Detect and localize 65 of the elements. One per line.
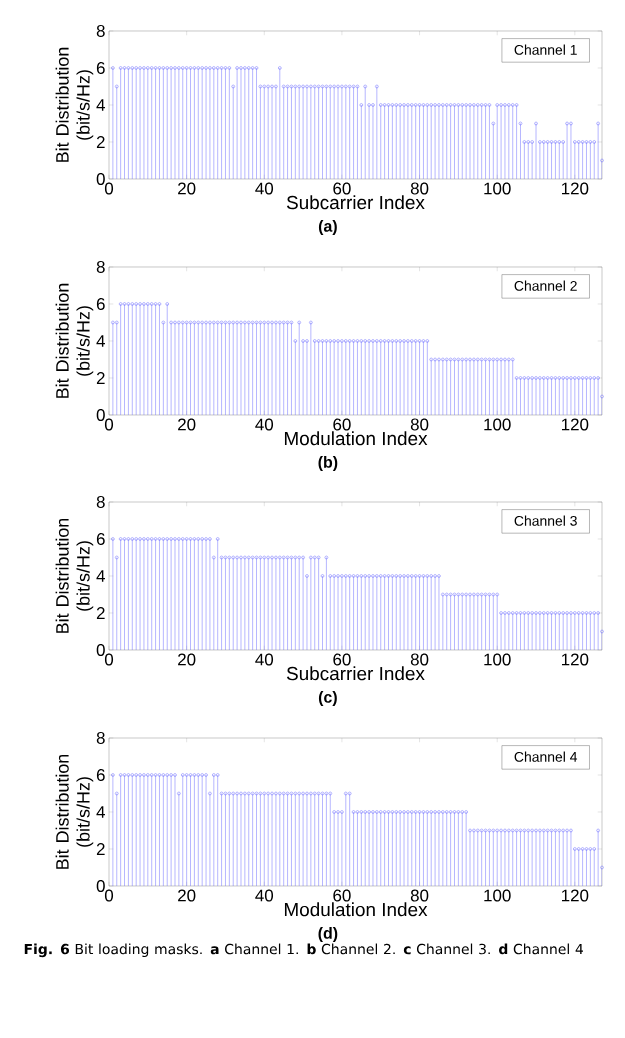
y-tick-label: 4	[96, 99, 105, 111]
x-tick-label: 0	[104, 418, 114, 431]
text: Fig. 6 Bit loading masks. a Channel 1. b Channel 2. c Channel 3. d Channel 4	[24, 943, 583, 958]
text: (d)	[318, 927, 338, 942]
y-tick-label: 2	[96, 607, 105, 619]
x-tick-label: 20	[178, 653, 196, 666]
x-tick-label: 60	[333, 418, 351, 431]
x-tick-label: 40	[255, 653, 274, 666]
text: (b)	[318, 456, 338, 471]
text: Channel 4	[514, 751, 578, 762]
x-tick-label: 80	[410, 653, 429, 666]
y-tick-label: 4	[96, 335, 105, 347]
y-tick-label: 8	[96, 732, 105, 745]
text: Channel 3	[514, 515, 577, 526]
x-axis-title: Modulation Index	[284, 431, 428, 446]
y-tick-label: 6	[96, 769, 105, 781]
text: (c)	[318, 691, 337, 706]
x-tick-label: 120	[562, 182, 589, 195]
y-tick-label: 8	[96, 261, 105, 273]
x-tick-label: 0	[104, 182, 114, 195]
x-tick-label: 100	[484, 653, 511, 666]
y-tick-label: 2	[96, 843, 105, 855]
x-tick-label: 60	[333, 889, 351, 902]
x-tick-label: 80	[410, 182, 429, 195]
x-axis-title: Modulation Index	[284, 902, 428, 917]
x-axis-title: Subcarrier Index	[286, 666, 425, 681]
x-tick-label: 120	[562, 653, 589, 666]
x-axis-title: Subcarrier Index	[286, 195, 425, 210]
x-tick-label: 20	[178, 418, 196, 431]
x-tick-label: 80	[410, 418, 429, 431]
y-tick-label: 4	[96, 570, 105, 582]
x-tick-label: 80	[410, 889, 429, 902]
x-tick-label: 100	[484, 182, 511, 195]
x-tick-label: 20	[178, 889, 196, 902]
x-tick-label: 40	[255, 182, 274, 195]
x-tick-label: 60	[333, 653, 351, 666]
x-tick-label: 20	[178, 182, 196, 195]
x-tick-label: 0	[104, 653, 114, 666]
x-tick-label: 60	[333, 182, 351, 195]
y-tick-label: 6	[96, 298, 105, 310]
y-axis-title: Bit Distribution (bit/s/Hz)	[55, 518, 94, 633]
x-tick-label: 0	[104, 889, 114, 902]
text: Channel 2	[514, 280, 577, 291]
y-tick-label: 0	[96, 880, 105, 892]
y-tick-label: 0	[96, 172, 105, 185]
y-axis-title: Bit Distribution (bit/s/Hz)	[55, 754, 94, 869]
y-tick-label: 2	[96, 136, 105, 148]
x-tick-label: 120	[562, 418, 589, 431]
x-tick-label: 120	[562, 889, 589, 902]
y-axis-title: Bit Distribution (bit/s/Hz)	[55, 47, 94, 162]
y-tick-label: 0	[96, 644, 105, 656]
text: Channel 1	[514, 44, 577, 55]
y-tick-label: 2	[96, 372, 105, 384]
text: (a)	[318, 220, 337, 235]
y-tick-label: 8	[96, 496, 105, 508]
y-tick-label: 0	[96, 408, 105, 421]
x-tick-label: 100	[484, 418, 511, 431]
x-tick-label: 100	[484, 889, 511, 902]
y-tick-label: 8	[96, 25, 105, 37]
y-tick-label: 6	[96, 62, 105, 74]
x-tick-label: 40	[255, 418, 274, 431]
y-tick-label: 6	[96, 533, 105, 545]
x-tick-label: 40	[255, 889, 274, 902]
y-axis-title: Bit Distribution (bit/s/Hz)	[55, 283, 94, 398]
y-tick-label: 4	[96, 806, 105, 818]
